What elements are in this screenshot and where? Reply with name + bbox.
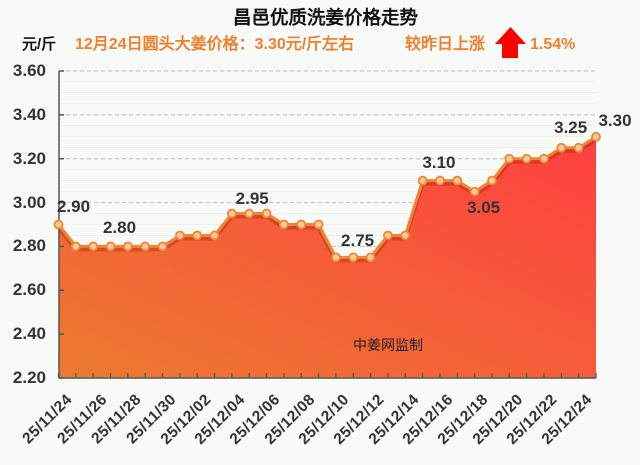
y-axis-tick-label: 3.20 (12, 148, 46, 168)
data-point-marker (591, 131, 601, 142)
data-point-marker (174, 230, 185, 241)
data-point-marker (226, 208, 237, 219)
data-value-label: 2.80 (102, 218, 137, 238)
arrow-up-shape (495, 27, 526, 58)
data-point-marker (435, 175, 445, 186)
data-point-marker (313, 219, 324, 230)
data-value-label: 3.30 (598, 110, 632, 130)
data-point-marker (53, 219, 64, 230)
y-axis-tick-label: 2.20 (12, 368, 46, 387)
change-value: 1.54% (530, 36, 576, 53)
data-point-marker (469, 186, 480, 197)
y-axis-tick-label: 3.00 (12, 192, 46, 212)
data-point-marker (400, 230, 411, 241)
data-point-marker (573, 142, 584, 153)
data-point-marker (88, 241, 99, 252)
y-axis-tick-label: 2.40 (12, 324, 46, 344)
data-point-marker (348, 252, 359, 263)
data-point-marker (157, 241, 168, 252)
y-axis-tick-label: 3.60 (12, 61, 46, 80)
price-note: 12月24日圆头大姜价格：3.30元/斤左右 (75, 36, 355, 53)
data-point-marker (331, 252, 341, 263)
data-point-marker (105, 241, 116, 252)
data-point-marker (296, 219, 307, 230)
change-label: 较昨日上涨 (405, 36, 486, 53)
data-point-marker (417, 175, 428, 186)
data-point-marker (556, 142, 567, 153)
chart-title: 昌邑优质洗姜价格走势 (232, 7, 418, 28)
data-value-label: 2.75 (341, 231, 375, 251)
data-point-marker (261, 208, 272, 219)
data-point-marker (539, 153, 549, 164)
data-point-marker (504, 153, 515, 164)
data-point-marker (244, 208, 255, 219)
data-point-marker (383, 230, 393, 241)
data-point-marker (487, 175, 497, 186)
data-point-marker (452, 175, 463, 186)
data-point-marker (122, 241, 133, 252)
data-value-label: 3.10 (422, 152, 456, 172)
data-point-marker (209, 230, 220, 241)
watermark: 中姜网监制 (353, 337, 423, 353)
price-area-fill (58, 136, 596, 378)
data-value-label: 2.90 (56, 196, 91, 216)
y-axis-tick-label: 3.40 (12, 104, 46, 124)
data-point-marker (521, 153, 532, 164)
data-point-marker (279, 219, 289, 230)
data-point-marker (140, 241, 151, 252)
data-value-label: 3.05 (467, 197, 501, 217)
data-value-label: 2.95 (235, 188, 269, 208)
y-axis-unit-label: 元/斤 (22, 36, 57, 53)
data-point-marker (192, 230, 203, 241)
data-value-label: 3.25 (554, 117, 588, 137)
y-axis-tick-label: 2.80 (12, 236, 46, 256)
y-axis-tick-label: 2.60 (12, 280, 46, 300)
data-point-marker (70, 241, 81, 252)
arrow-up-icon (495, 27, 526, 58)
data-point-marker (365, 252, 376, 263)
